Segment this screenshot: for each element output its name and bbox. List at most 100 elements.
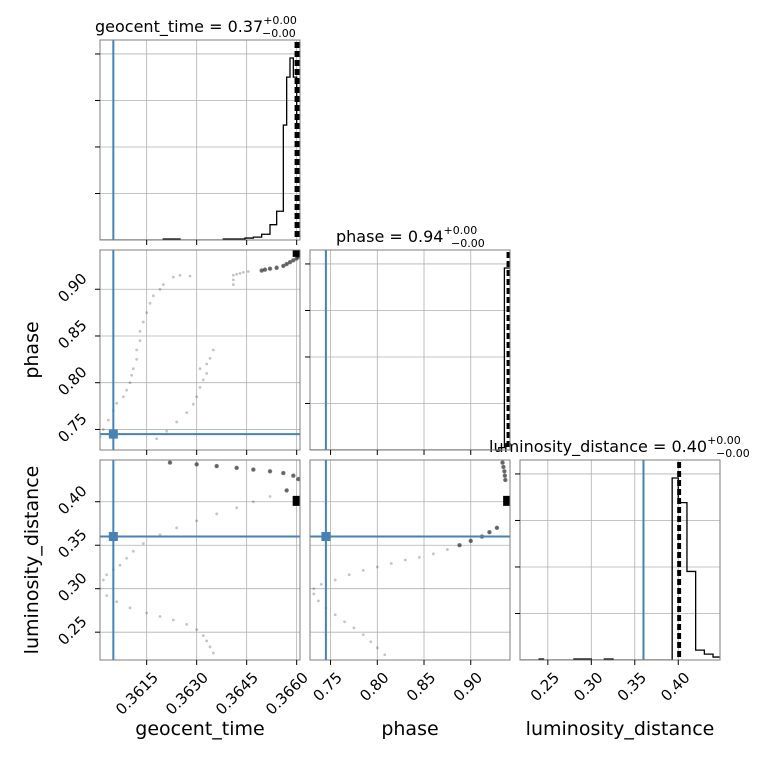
sample-point [296,476,300,482]
y-tick-label: 0.85 [54,316,90,352]
sample-point [347,573,351,577]
title-luminosity-distance: luminosity_distance = 0.40+0.00 [489,434,741,457]
sample-point [267,469,273,474]
x-tick-label: 0.80 [356,669,392,705]
sample-point [317,599,320,603]
sample-point [106,418,110,422]
sample-point [105,573,109,577]
x-tick-label: 0.90 [450,669,486,705]
sample-point [251,467,256,472]
y-tick-label: 0.30 [54,569,90,605]
sample-point [215,512,219,516]
sample-point [502,473,508,478]
sample-point [287,259,293,265]
ylabel-phase: phase [21,321,43,378]
panel-1-1 [310,250,510,450]
sample-point [138,339,142,343]
sample-point [503,477,508,483]
sample-point [105,594,109,598]
sample-point [361,633,365,637]
sample-point [195,628,199,631]
sample-point [268,495,272,498]
sample-point [284,488,289,493]
sample-point [241,271,245,274]
sample-point [445,548,449,551]
sample-point [115,600,119,604]
sample-point [167,460,173,465]
truth-marker [321,532,331,542]
sample-point [135,348,139,352]
sample-point [494,525,500,531]
sample-point [274,265,279,270]
sample-point [312,587,316,591]
sample-point [145,611,149,615]
sample-point [231,278,235,282]
x-tick-label: 0.30 [570,669,606,705]
x-tick-label: 0.40 [657,669,693,705]
sample-point [312,592,316,596]
y-tick-label: 0.40 [54,482,90,518]
sample-point [138,329,142,333]
x-tick-label: 0.25 [527,669,563,705]
sample-point [125,556,129,560]
x-tick-label: 0.35 [614,669,650,705]
sample-point [214,463,219,469]
sample-point [101,578,105,582]
sample-point [235,506,239,510]
sample-point [158,533,162,537]
panel-1-0 [100,250,300,450]
sample-point [195,395,199,399]
sample-point [500,460,505,465]
sample-point [141,320,145,324]
sample-point [262,267,268,272]
ylabel-luminosity-distance: luminosity_distance [21,466,43,655]
sample-point [178,273,182,277]
median-marker [503,495,510,506]
sample-point [333,613,337,617]
histogram-geocent-time [100,57,300,240]
sample-point [155,437,159,441]
sample-point [128,606,132,610]
sample-point [171,275,175,279]
xlabel-luminosity-distance: luminosity_distance [526,718,715,740]
panel-2-0 [100,460,300,660]
sample-point [383,653,387,657]
sample-point [333,578,337,582]
sample-point [352,626,356,630]
truth-marker [108,429,118,439]
histogram-phase [310,267,510,450]
sample-point [198,385,202,389]
sample-point [389,562,393,565]
panel-frame [99,249,301,451]
sample-point [135,357,139,361]
title-geocent-time-lower: −0.00 [262,27,296,40]
sample-point [208,357,212,360]
sample-point [403,558,407,562]
sample-point [161,283,165,286]
sample-point [205,639,209,643]
sample-point [417,555,421,559]
sample-point [343,620,346,624]
sample-point [231,273,235,277]
sample-point [281,470,286,476]
sample-point [128,381,132,385]
sample-point [238,271,242,275]
x-tick-label: 0.85 [403,669,439,705]
sample-point [375,565,379,569]
sample-point [194,462,199,467]
sample-point [118,563,122,567]
sample-point [205,371,209,375]
sample-point [165,429,169,433]
sample-point [211,348,215,352]
sample-point [115,401,119,405]
panel-frame [99,39,301,241]
sample-point [141,542,145,545]
sample-point [501,464,506,470]
x-tick-label: 0.75 [310,669,346,705]
sample-point [131,367,135,371]
sample-point [158,615,162,618]
sample-point [185,411,189,415]
title-phase: phase = 0.94+0.00 [336,224,477,246]
y-tick-label: 0.35 [54,526,90,562]
